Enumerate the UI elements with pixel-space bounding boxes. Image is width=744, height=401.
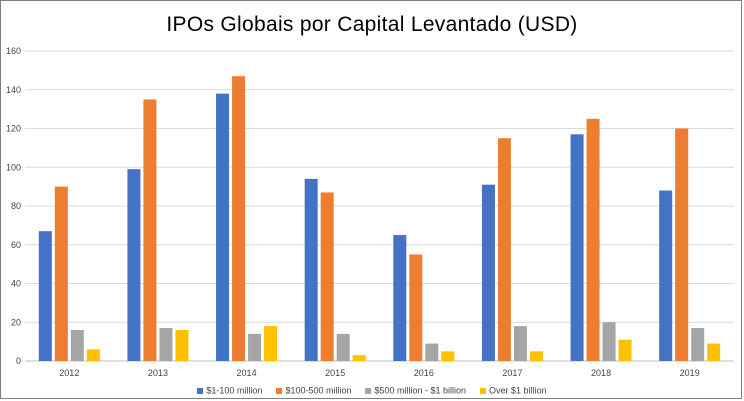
legend-swatch xyxy=(276,387,283,394)
bar xyxy=(497,138,511,361)
bar xyxy=(675,128,689,361)
bar xyxy=(707,343,721,361)
bar xyxy=(264,326,278,361)
y-tick-label: 100 xyxy=(6,162,21,172)
x-tick-label: 2019 xyxy=(680,368,700,378)
legend-item: $1-100 million xyxy=(197,385,262,396)
legend-label: $1-100 million xyxy=(206,385,263,396)
bar xyxy=(38,231,52,361)
bar xyxy=(393,235,407,361)
bar xyxy=(513,326,527,361)
bar xyxy=(481,184,495,361)
bar xyxy=(320,192,334,361)
bar xyxy=(143,99,157,361)
y-tick-label: 40 xyxy=(11,279,21,289)
bar xyxy=(336,333,350,361)
bars xyxy=(38,76,721,361)
legend: $1-100 million $100-500 million $500 milli… xyxy=(1,385,743,396)
bar xyxy=(70,330,84,361)
x-axis-ticks: 2012 2013 2014 2015 2016 2017 2018 2019 xyxy=(59,368,699,378)
x-tick-label: 2016 xyxy=(414,368,434,378)
bar xyxy=(232,76,246,361)
bar xyxy=(159,328,173,361)
bar xyxy=(409,254,423,361)
bar xyxy=(216,93,230,361)
legend-item: $100-500 million xyxy=(276,385,351,396)
legend-item: Over $1 billion xyxy=(480,385,547,396)
y-tick-label: 160 xyxy=(6,46,21,56)
x-tick-label: 2013 xyxy=(148,368,168,378)
bar xyxy=(425,343,439,361)
y-tick-label: 80 xyxy=(11,201,21,211)
bar xyxy=(529,351,543,361)
bar xyxy=(570,134,584,361)
bar xyxy=(304,178,318,361)
bar xyxy=(441,351,455,361)
y-tick-label: 20 xyxy=(11,317,21,327)
legend-label: Over $1 billion xyxy=(489,385,547,396)
bar xyxy=(691,328,705,361)
x-tick-label: 2014 xyxy=(237,368,257,378)
bar xyxy=(86,349,100,361)
bar xyxy=(586,118,600,361)
bar xyxy=(352,355,366,361)
x-tick-label: 2012 xyxy=(59,368,79,378)
x-tick-label: 2017 xyxy=(502,368,522,378)
y-tick-label: 140 xyxy=(6,85,21,95)
y-axis-ticks: 0 20 40 60 80 100 120 140 160 xyxy=(6,46,21,366)
y-tick-label: 0 xyxy=(16,356,21,366)
bar xyxy=(618,339,632,361)
x-tick-label: 2018 xyxy=(591,368,611,378)
legend-label: $100-500 million xyxy=(285,385,352,396)
legend-item: $500 million - $1 billion xyxy=(365,385,466,396)
bar xyxy=(659,190,673,361)
bar xyxy=(127,169,141,361)
legend-swatch xyxy=(365,387,372,394)
y-tick-label: 60 xyxy=(11,240,21,250)
legend-label: $500 million - $1 billion xyxy=(374,385,467,396)
gridlines xyxy=(25,50,734,362)
y-tick-label: 120 xyxy=(6,124,21,134)
bar xyxy=(248,333,262,361)
bar xyxy=(602,322,616,361)
legend-swatch xyxy=(197,387,204,394)
chart-title: IPOs Globais por Capital Levantado (USD) xyxy=(166,13,578,36)
bar xyxy=(54,186,68,361)
x-tick-label: 2015 xyxy=(325,368,345,378)
bar xyxy=(175,330,189,361)
legend-swatch xyxy=(480,387,487,394)
